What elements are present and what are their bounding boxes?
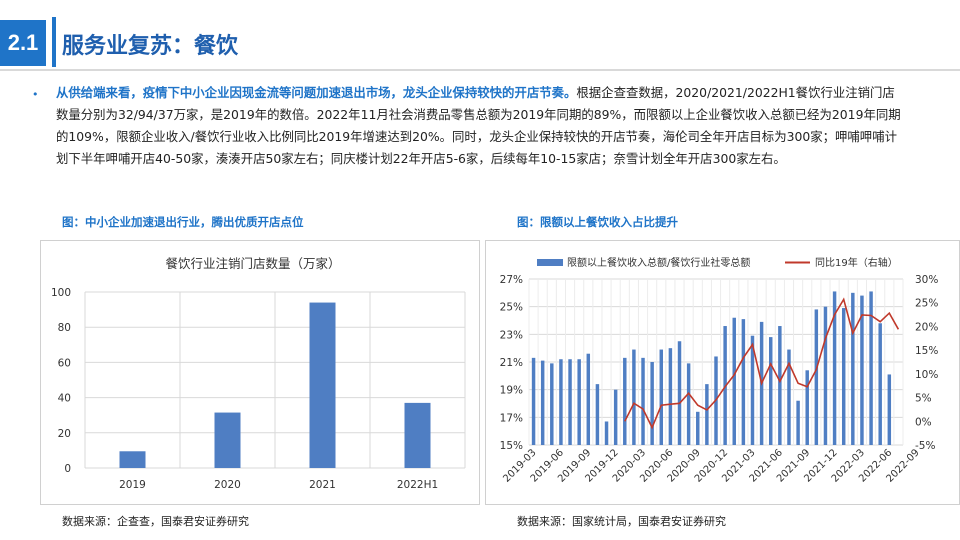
bar (613, 389, 618, 445)
left-data-source: 数据来源：企查查，国泰君安证券研究 (62, 515, 249, 528)
bar (214, 412, 241, 468)
bar (787, 349, 791, 445)
bar (668, 348, 673, 445)
x-tick-label: 2022H1 (397, 479, 438, 491)
left-y-tick-label: 23% (500, 329, 523, 341)
y-tick-label: 40 (58, 393, 71, 405)
right-y-tick-label: 15% (915, 345, 938, 357)
bar (404, 402, 431, 468)
chart-title: 餐饮行业注销门店数量（万家） (165, 256, 340, 271)
title-accent-bar (52, 17, 56, 67)
x-tick-label: 2021 (309, 479, 336, 491)
bar (705, 384, 709, 445)
bar (887, 374, 892, 445)
bar (604, 421, 609, 445)
left-y-tick-label: 15% (500, 440, 523, 452)
y-tick-label: 60 (58, 357, 71, 369)
bar (851, 292, 855, 445)
legend-bar-swatch (537, 259, 563, 266)
bar (677, 341, 682, 445)
left-y-tick-label: 25% (500, 302, 523, 314)
bar (750, 335, 755, 445)
bar (805, 370, 809, 445)
legend-line-label: 同比19年（右轴） (815, 256, 898, 269)
y-tick-label: 20 (58, 428, 71, 440)
bar (568, 359, 572, 445)
bar (650, 362, 654, 445)
bar (860, 295, 864, 445)
bar (841, 308, 846, 445)
bar (309, 302, 336, 468)
y-tick-label: 0 (64, 463, 71, 475)
bar (586, 353, 591, 445)
bar (741, 319, 746, 445)
bar (119, 451, 146, 468)
left-y-tick-label: 21% (500, 357, 523, 369)
bar (659, 349, 664, 445)
bar (869, 291, 873, 445)
bar (550, 363, 554, 445)
left-y-tick-label: 19% (500, 385, 523, 397)
body-paragraph: 从供给端来看，疫情下中小企业因现金流等问题加速退出市场，龙头企业保持较快的开店节… (56, 82, 906, 170)
legend-bar-label: 限额以上餐饮收入总额/餐饮行业社零总额 (567, 256, 750, 269)
bar (878, 323, 882, 445)
right-y-tick-label: 25% (915, 298, 938, 310)
bar (768, 337, 773, 445)
bar (823, 306, 828, 445)
title-divider (0, 69, 960, 71)
catering-income-ratio-chart: 限额以上餐饮收入总额/餐饮行业社零总额 同比19年（右轴） 15% 17% 19% 21%… (485, 240, 960, 505)
page-title: 服务业复苏：餐饮 (62, 34, 239, 59)
right-y-tick-label: 10% (915, 369, 938, 381)
bar (778, 326, 782, 445)
bar (595, 384, 600, 445)
bar (577, 359, 581, 445)
bar (559, 359, 563, 445)
right-y-tick-label: -5% (915, 440, 935, 452)
left-y-tick-label: 17% (500, 412, 523, 424)
bar (641, 357, 645, 445)
y-tick-label: 100 (51, 287, 71, 299)
bullet-icon: • (32, 88, 39, 101)
right-figure-caption: 图：限额以上餐饮收入占比提升 (517, 215, 678, 229)
right-y-tick-label: 0% (915, 416, 932, 428)
y-tick-label: 80 (58, 322, 71, 334)
line-series (624, 297, 900, 430)
bar (531, 357, 536, 445)
left-y-tick-label: 27% (500, 274, 523, 286)
bar (732, 317, 736, 445)
x-tick-label: 2020 (214, 479, 241, 491)
bar (796, 400, 800, 445)
right-y-tick-label: 5% (915, 393, 932, 405)
bar (832, 291, 837, 445)
bar (623, 357, 627, 445)
body-emphasis: 从供给端来看，疫情下中小企业因现金流等问题加速退出市场，龙头企业保持较快的开店节… (56, 85, 577, 100)
left-figure-caption: 图：中小企业加速退出行业，腾出优质开店点位 (62, 215, 304, 229)
right-y-tick-label: 30% (915, 274, 938, 286)
bar (540, 360, 545, 445)
right-y-tick-label: 20% (915, 321, 938, 333)
right-data-source: 数据来源：国家统计局，国泰君安证券研究 (517, 515, 726, 528)
bar (686, 363, 691, 445)
section-number-badge: 2.1 (0, 20, 46, 66)
store-closures-chart: 餐饮行业注销门店数量（万家） 0 20 40 60 80 100 2019 2020 2021 20… (40, 240, 480, 505)
body-text: 根据企查查数据，2020/2021/2022H1餐饮行业注销门店数量分别为32/… (56, 85, 901, 166)
bar (632, 349, 636, 445)
bar (814, 309, 819, 445)
bar (696, 411, 700, 445)
x-tick-label: 2019 (119, 479, 146, 491)
